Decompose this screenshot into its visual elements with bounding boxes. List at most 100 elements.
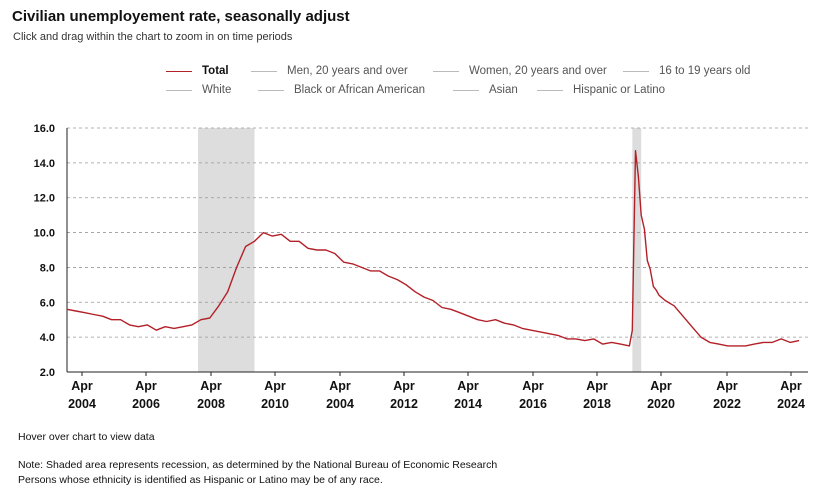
data-point [216, 303, 221, 308]
data-point [689, 324, 694, 329]
legend-item-men[interactable]: Men, 20 years and over [251, 65, 408, 77]
data-point [279, 232, 284, 237]
data-point [306, 246, 311, 251]
legend-item-black[interactable]: Black or African American [258, 84, 425, 96]
data-point [466, 314, 471, 319]
data-point [297, 239, 302, 244]
data-point [386, 274, 391, 279]
data-point [573, 336, 578, 341]
data-point [118, 317, 123, 322]
data-point [672, 303, 677, 308]
legend-label-hispanic: Hispanic or Latino [573, 84, 666, 96]
data-point [190, 322, 195, 327]
data-point [341, 260, 346, 265]
legend-item-total[interactable]: Total [166, 65, 229, 77]
y-tick-label: 6.0 [40, 297, 55, 309]
legend-label-teens: 16 to 19 years old [659, 65, 751, 77]
line-chart[interactable]: 16.0 14.0 12.0 10.0 8.0 6.0 4.0 2.0 Apr 2004 Apr 20… [0, 0, 830, 430]
legend-swatch [166, 89, 192, 91]
data-point [743, 343, 748, 348]
legend-item-white[interactable]: White [166, 84, 231, 96]
data-point [582, 338, 587, 343]
data-point [493, 317, 498, 322]
data-point [639, 213, 644, 218]
data-point [163, 324, 168, 329]
data-point [359, 265, 364, 270]
data-point [73, 309, 78, 314]
data-point [770, 340, 775, 345]
y-tick-label: 2.0 [40, 367, 55, 379]
data-point [609, 340, 614, 345]
data-point [332, 251, 337, 256]
data-point [65, 307, 70, 312]
y-tick-label: 4.0 [40, 332, 55, 344]
x-tick-month: Apr [71, 379, 93, 393]
data-point [627, 343, 632, 348]
data-point [761, 340, 766, 345]
data-point [538, 329, 543, 334]
y-tick-label: 14.0 [34, 158, 55, 170]
data-point [395, 277, 400, 282]
data-point [734, 343, 739, 348]
x-tick-year: 2016 [519, 397, 547, 411]
data-point [368, 268, 373, 273]
x-tick-month: Apr [716, 379, 738, 393]
legend-label-women: Women, 20 years and over [469, 65, 607, 77]
data-point [779, 336, 784, 341]
x-tick-month: Apr [522, 379, 544, 393]
data-point [642, 227, 647, 232]
data-point [404, 282, 409, 287]
data-point [323, 248, 328, 253]
x-tick-year: 2004 [68, 397, 96, 411]
data-point [529, 328, 534, 333]
data-point [716, 342, 721, 347]
y-tick-label: 8.0 [40, 262, 55, 274]
legend-label-asian: Asian [489, 84, 518, 96]
chart-subtitle: Click and drag within the chart to zoom … [13, 31, 293, 43]
data-point [648, 267, 653, 272]
data-point [243, 244, 248, 249]
legend-swatch [453, 89, 479, 91]
data-point [172, 326, 177, 331]
data-point [350, 261, 355, 266]
data-point [645, 258, 650, 263]
data-point [547, 331, 552, 336]
data-point [657, 293, 662, 298]
recession-note: Note: Shaded area represents recession, … [18, 459, 498, 471]
legend-item-teens[interactable]: 16 to 19 years old [623, 65, 750, 77]
x-tick-month: Apr [200, 379, 222, 393]
data-point [440, 305, 445, 310]
x-tick-year: 2018 [583, 397, 611, 411]
x-tick-month: Apr [264, 379, 286, 393]
x-tick-month: Apr [393, 379, 415, 393]
legend-swatch [537, 89, 563, 91]
legend-item-women[interactable]: Women, 20 years and over [433, 65, 607, 77]
legend: Total Men, 20 years and over Women, 20 y… [0, 0, 830, 100]
legend-swatch [433, 70, 459, 72]
data-point [457, 310, 462, 315]
y-tick-label: 10.0 [34, 228, 55, 240]
data-point [475, 317, 480, 322]
x-tick-year: 2010 [261, 397, 289, 411]
data-point [565, 336, 570, 341]
data-point [252, 239, 257, 244]
data-point [377, 268, 382, 273]
recession-band-2 [632, 128, 642, 372]
data-point [797, 338, 802, 343]
legend-item-asian[interactable]: Asian [453, 84, 518, 96]
data-point [663, 298, 668, 303]
data-point [484, 319, 489, 324]
data-point [681, 314, 686, 319]
data-point [315, 248, 320, 253]
x-tick-year: 2004 [326, 397, 354, 411]
ethnicity-note: Persons whose ethnicity is identified as… [18, 474, 383, 486]
chart-title: Civilian unemployement rate, seasonally … [12, 8, 350, 25]
data-point [288, 239, 293, 244]
legend-swatch [251, 70, 277, 72]
legend-label-men: Men, 20 years and over [287, 65, 408, 77]
x-tick-month: Apr [457, 379, 479, 393]
data-point [145, 322, 150, 327]
data-point [630, 328, 635, 333]
data-point [591, 336, 596, 341]
legend-item-hispanic[interactable]: Hispanic or Latino [537, 84, 665, 96]
